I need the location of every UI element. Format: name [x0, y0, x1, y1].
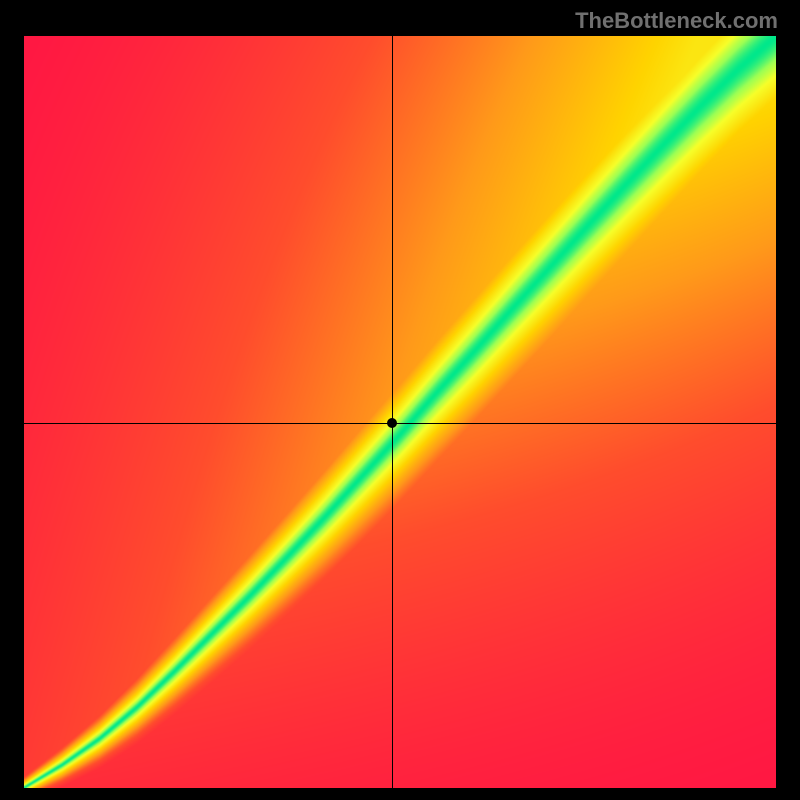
- crosshair-vertical: [392, 36, 393, 788]
- crosshair-marker: [387, 418, 397, 428]
- bottleneck-heatmap: [24, 36, 776, 788]
- crosshair-horizontal: [24, 423, 776, 424]
- watermark-text: TheBottleneck.com: [575, 8, 778, 34]
- heatmap-canvas: [24, 36, 776, 788]
